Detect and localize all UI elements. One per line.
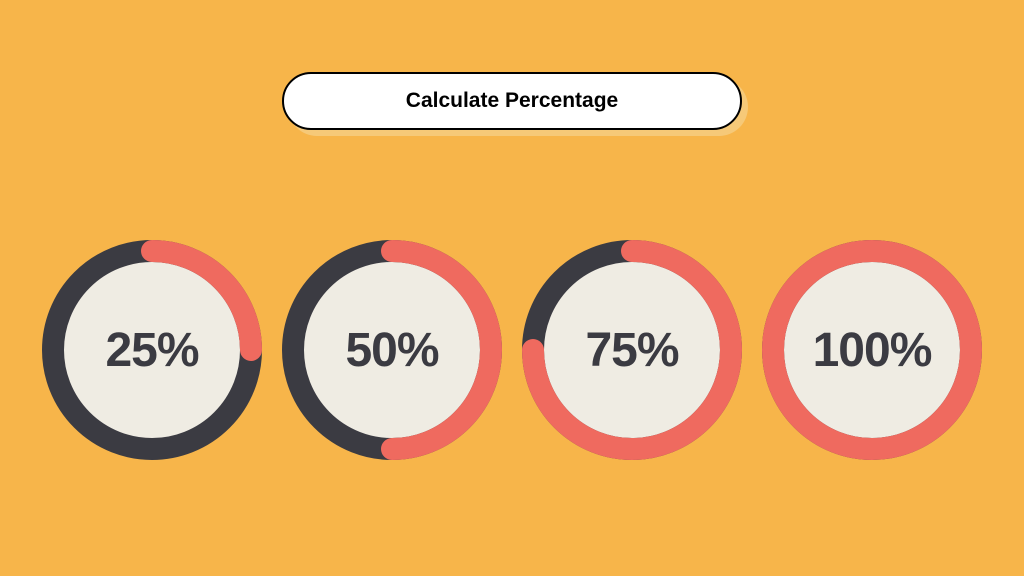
progress-ring: 75% <box>522 240 742 460</box>
title-container: Calculate Percentage <box>282 72 742 130</box>
ring-label: 25% <box>42 240 262 460</box>
rings-row: 25%50%75%100% <box>0 240 1024 460</box>
infographic-canvas: Calculate Percentage 25%50%75%100% <box>0 0 1024 576</box>
progress-ring: 50% <box>282 240 502 460</box>
progress-ring: 100% <box>762 240 982 460</box>
title-pill: Calculate Percentage <box>282 72 742 130</box>
progress-ring: 25% <box>42 240 262 460</box>
ring-label: 100% <box>762 240 982 460</box>
ring-label: 50% <box>282 240 502 460</box>
title-text: Calculate Percentage <box>406 89 618 113</box>
ring-label: 75% <box>522 240 742 460</box>
